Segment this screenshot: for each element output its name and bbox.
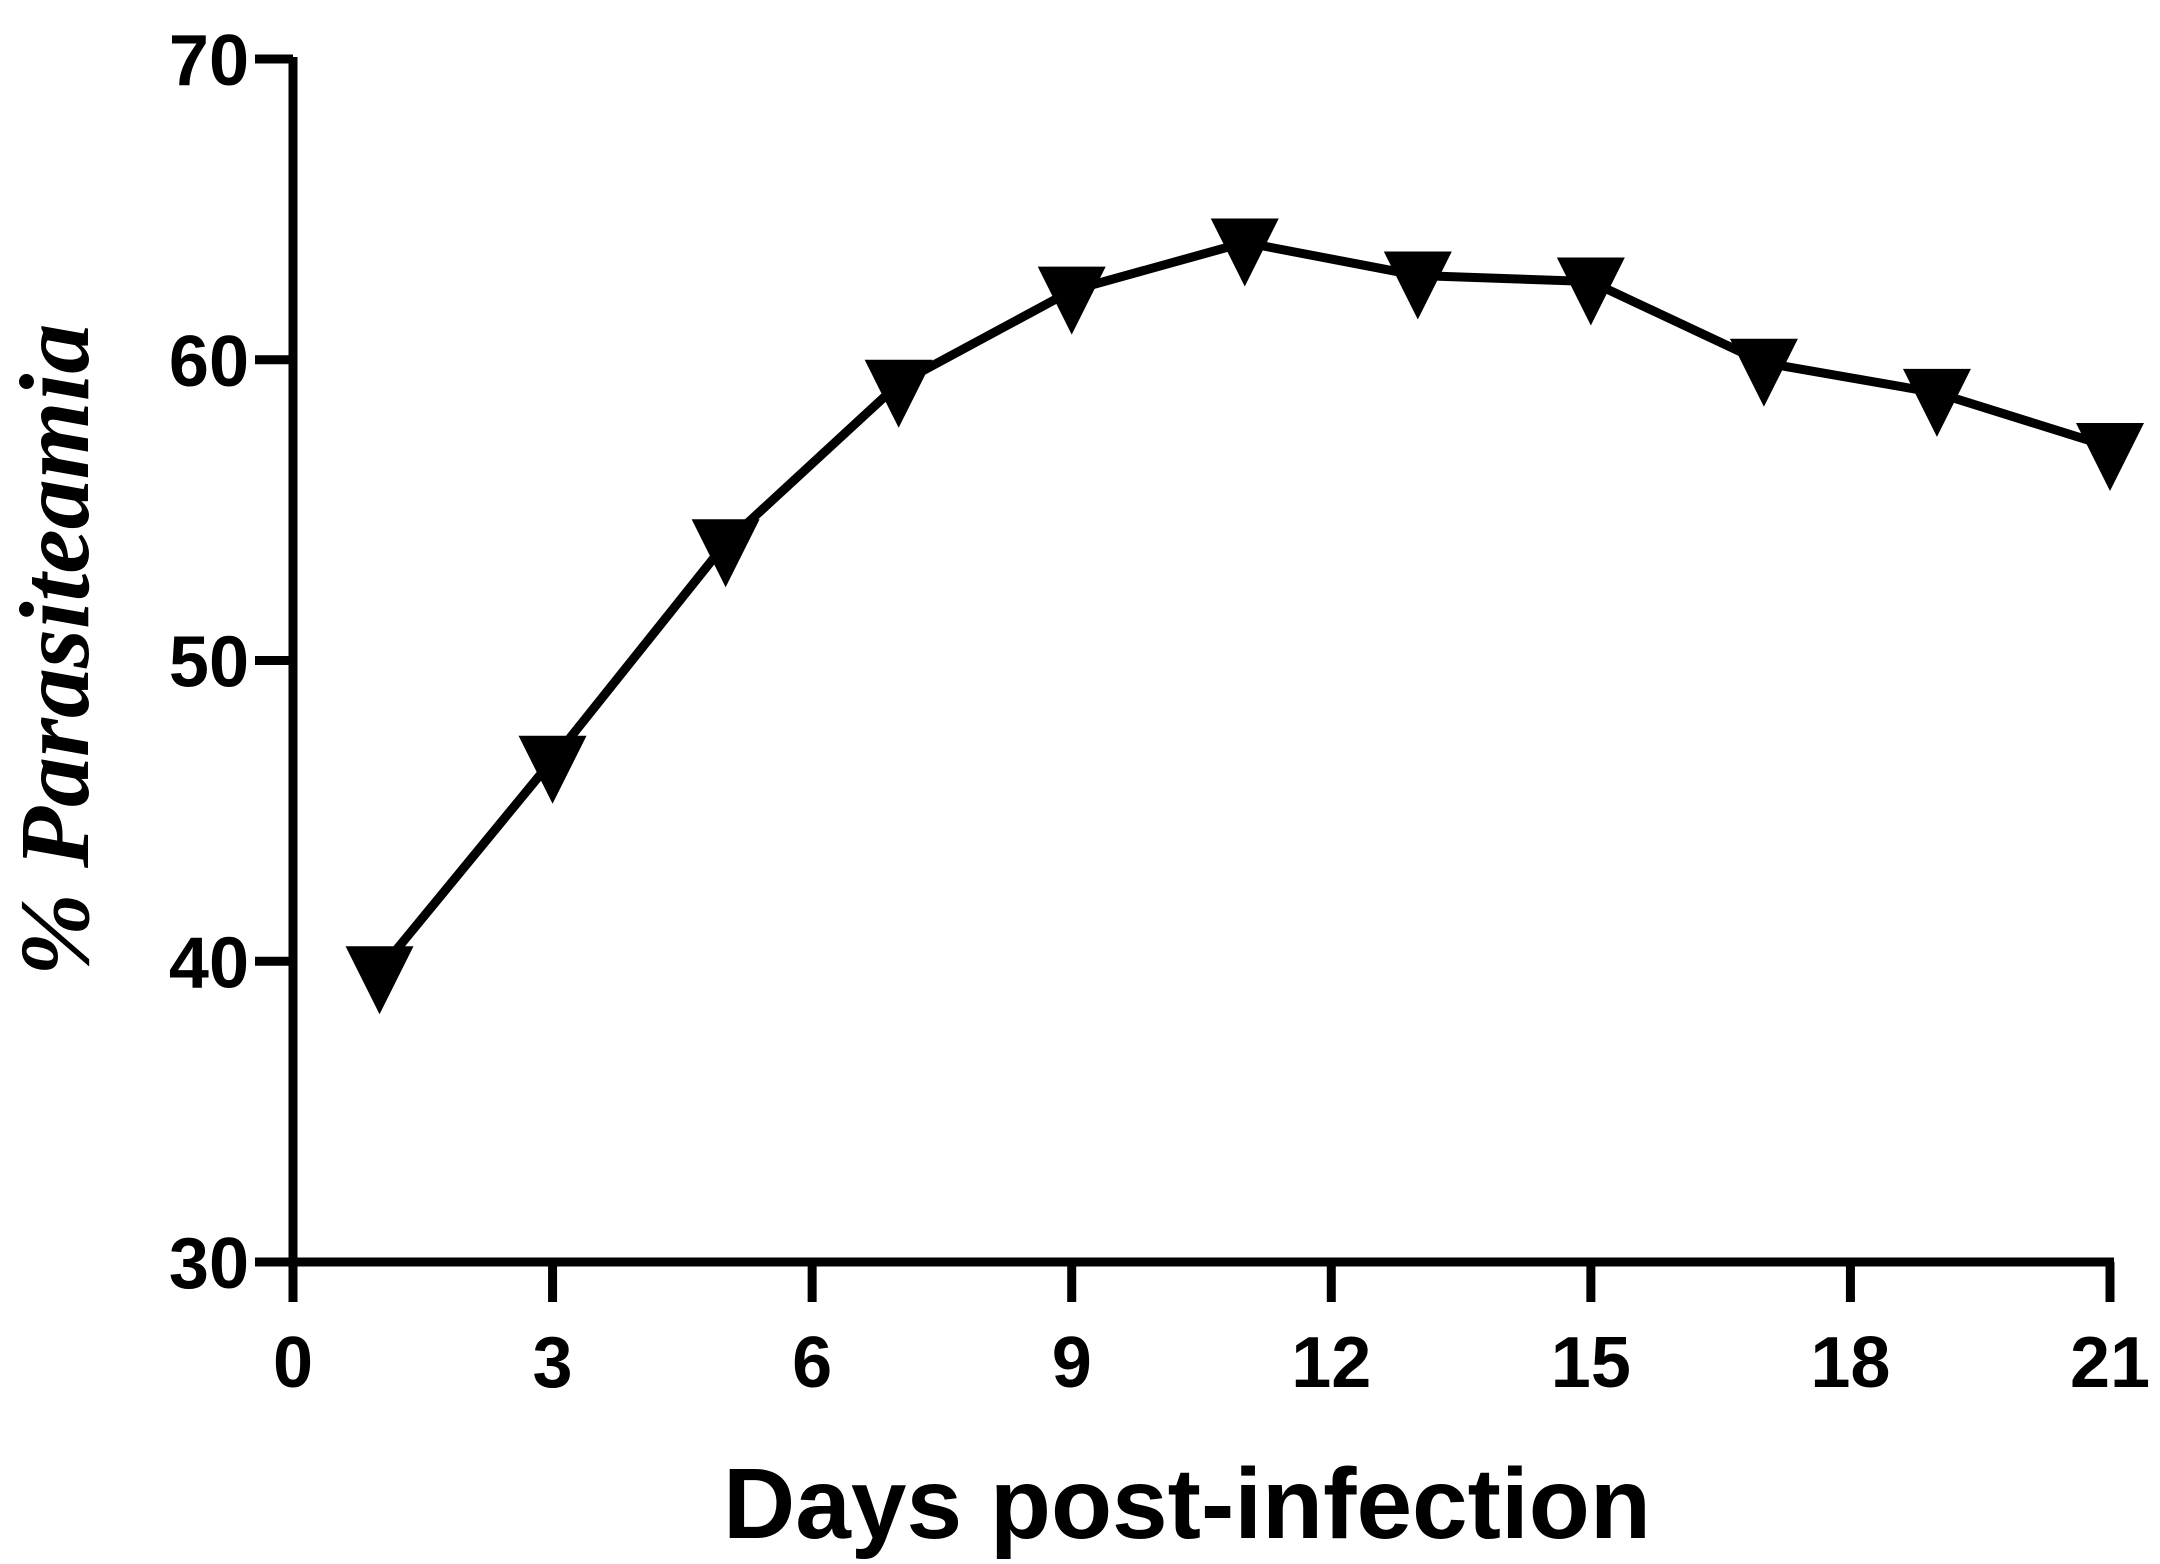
tick-labels: 30 40 50 60 70 0 3 6 9 12 15 18 21 [169, 21, 2150, 1403]
data-point [1556, 257, 1625, 326]
data-point [1729, 338, 1798, 407]
x-tick-label: 9 [1052, 1323, 1092, 1403]
y-axis-title: % Parasiteamia [0, 324, 110, 977]
data-point [1902, 368, 1971, 437]
ticks [255, 54, 2115, 1302]
data-point [518, 735, 587, 804]
series-line [376, 237, 2112, 974]
x-tick-label: 18 [1810, 1323, 1890, 1403]
data-point [345, 946, 414, 1015]
y-tick-label: 50 [169, 623, 249, 703]
y-tick-label: 40 [169, 923, 249, 1003]
data-point [1383, 251, 1452, 320]
x-tick-label: 21 [2070, 1323, 2150, 1403]
y-tick-label: 60 [169, 322, 249, 402]
axes [288, 57, 2114, 1267]
x-tick-label: 0 [273, 1323, 313, 1403]
x-tick-label: 3 [533, 1323, 573, 1403]
data-point [1037, 266, 1106, 335]
data-point [691, 519, 760, 588]
x-tick-label: 15 [1551, 1323, 1631, 1403]
data-point [2076, 422, 2144, 491]
data-point [1210, 218, 1279, 287]
data-point [864, 359, 933, 428]
x-axis-title: Days post-infection [723, 1448, 1651, 1560]
y-tick-label: 30 [169, 1224, 249, 1304]
x-tick-label: 12 [1291, 1323, 1371, 1403]
x-tick-label: 6 [792, 1323, 832, 1403]
data-series [345, 218, 2144, 1015]
y-tick-label: 70 [169, 21, 249, 101]
